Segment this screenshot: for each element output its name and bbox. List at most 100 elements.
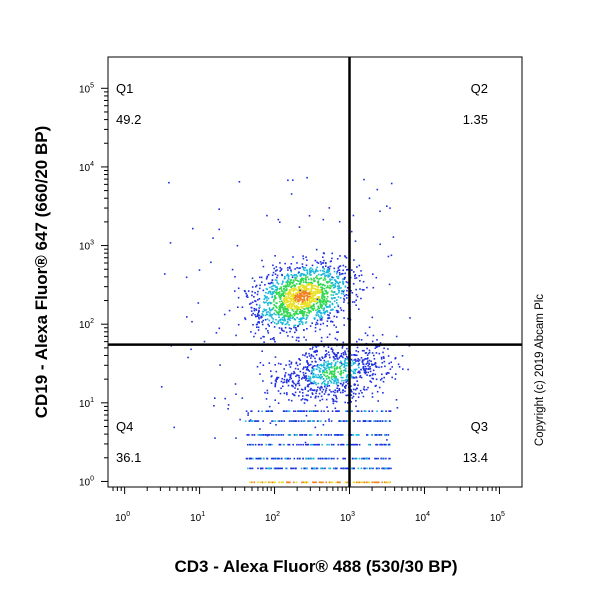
data-point	[300, 295, 303, 297]
data-point	[273, 267, 275, 270]
data-point	[338, 420, 341, 422]
data-point	[389, 207, 391, 209]
data-point	[306, 380, 309, 382]
data-point	[290, 467, 293, 470]
data-point	[258, 304, 261, 307]
data-point	[391, 366, 393, 368]
data-point	[328, 377, 331, 379]
data-point	[257, 434, 259, 436]
data-point	[340, 420, 342, 422]
data-point	[305, 368, 308, 371]
data-point	[274, 289, 277, 291]
data-point	[296, 364, 299, 367]
data-point	[342, 269, 344, 272]
data-point	[295, 305, 298, 307]
data-point	[351, 269, 353, 271]
data-point	[333, 324, 335, 327]
data-point	[364, 369, 367, 372]
data-point	[312, 285, 314, 287]
data-point	[257, 299, 259, 301]
data-point	[374, 365, 377, 367]
data-point	[327, 351, 330, 353]
data-point	[325, 378, 328, 380]
data-point	[296, 296, 299, 298]
data-point	[224, 397, 226, 400]
data-point	[326, 293, 328, 295]
data-point	[322, 266, 324, 268]
data-point	[255, 308, 257, 310]
data-point	[279, 467, 282, 470]
data-point	[329, 306, 331, 308]
data-point	[328, 333, 331, 336]
data-point	[285, 364, 287, 366]
data-point	[294, 467, 296, 470]
data-point	[314, 290, 317, 293]
data-point	[326, 306, 328, 308]
data-point	[198, 269, 201, 271]
data-point	[340, 287, 342, 289]
data-point	[293, 285, 296, 288]
data-point	[374, 457, 376, 460]
data-point	[363, 410, 366, 412]
data-point	[262, 311, 264, 313]
data-point	[333, 353, 336, 356]
data-point	[304, 322, 307, 324]
data-point	[295, 279, 297, 281]
data-point	[269, 293, 272, 295]
data-point	[344, 467, 347, 470]
data-point	[311, 348, 314, 350]
data-point	[352, 392, 355, 395]
data-point	[337, 282, 339, 284]
data-point	[317, 374, 319, 376]
data-point	[337, 443, 340, 446]
data-point	[272, 264, 274, 267]
data-point	[298, 291, 301, 293]
data-point	[287, 373, 290, 376]
data-point	[384, 481, 386, 484]
data-point	[260, 457, 262, 460]
data-point	[262, 314, 264, 316]
data-point	[285, 467, 287, 470]
data-point	[306, 304, 308, 306]
data-point	[342, 382, 345, 384]
data-point	[287, 321, 289, 324]
data-point	[324, 356, 326, 358]
data-point	[331, 370, 333, 373]
data-point	[266, 389, 269, 392]
data-point	[333, 366, 335, 368]
data-point	[251, 467, 254, 470]
data-point	[357, 371, 359, 374]
data-point	[390, 254, 393, 257]
data-point	[311, 393, 314, 395]
data-point	[368, 481, 371, 484]
data-point	[350, 401, 352, 403]
data-point	[366, 467, 368, 470]
data-point	[373, 358, 376, 360]
data-point	[332, 400, 334, 402]
data-point	[375, 346, 378, 348]
data-point	[335, 326, 337, 328]
data-point	[329, 467, 331, 470]
data-point	[292, 256, 294, 258]
data-point	[357, 384, 359, 386]
data-point	[298, 295, 300, 297]
data-point	[266, 457, 268, 460]
data-point	[366, 362, 369, 364]
data-point	[268, 314, 271, 317]
data-point	[328, 368, 331, 371]
data-point	[385, 443, 388, 446]
data-point	[264, 309, 267, 312]
data-point	[330, 377, 333, 379]
y-tick-label: 103	[79, 240, 94, 253]
data-point	[186, 316, 188, 318]
data-point	[330, 481, 332, 484]
data-point	[316, 296, 319, 299]
data-point	[321, 304, 323, 306]
data-point	[304, 292, 307, 295]
data-point	[304, 281, 307, 283]
data-point	[343, 467, 346, 470]
data-point	[316, 281, 319, 283]
data-point	[293, 280, 295, 282]
data-point	[299, 293, 302, 296]
data-point	[338, 389, 341, 392]
